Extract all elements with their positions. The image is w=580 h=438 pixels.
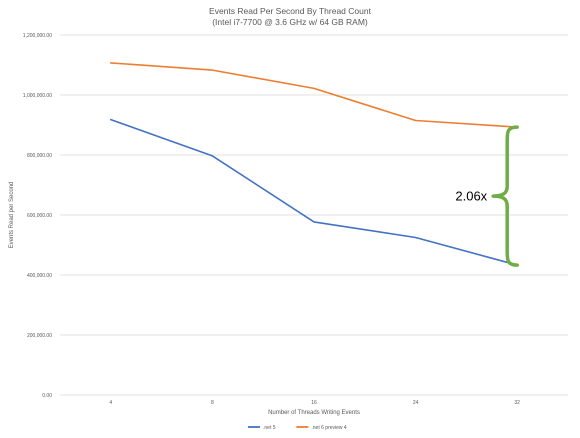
y-tick-label: 1,000,000.00 [23, 93, 52, 99]
series-lines [110, 62, 519, 266]
x-tick-label: 8 [211, 400, 214, 406]
legend: .net 5 .net 6 preview 4 [248, 425, 347, 431]
x-tick-label: 32 [514, 400, 520, 406]
chart-subtitle: (Intel i7-7700 @ 3.6 GHz w/ 64 GB RAM) [212, 17, 368, 27]
x-tick-label: 4 [109, 400, 112, 406]
y-tick-label: 1,200,000.00 [23, 33, 52, 39]
annotation: 2.06x [455, 125, 519, 267]
legend-label: .net 6 preview 4 [311, 425, 347, 431]
legend-label: .net 5 [263, 425, 276, 431]
y-tick-label: 600,000.00 [27, 213, 52, 219]
x-tick-label: 24 [413, 400, 419, 406]
gridlines [60, 34, 568, 396]
y-tick-label: 800,000.00 [27, 153, 52, 159]
y-tick-label: 200,000.00 [27, 333, 52, 339]
series-line-1 [110, 118, 519, 266]
x-axis-label: Number of Threads Writing Events [268, 410, 360, 416]
y-tick-label: 0.00 [42, 393, 52, 399]
series-line-2 [110, 62, 519, 128]
x-tick-label: 16 [311, 400, 317, 406]
brace-shape [491, 125, 519, 267]
annotation-label: 2.06x [455, 189, 487, 204]
y-axis-label: Events Read per Second [9, 182, 15, 249]
y-tick-label: 400,000.00 [27, 273, 52, 279]
x-axis-ticks: 4 8 16 24 32 [109, 400, 520, 406]
y-axis-ticks: 0.00 200,000.00 400,000.00 600,000.00 800,00… [23, 33, 52, 399]
chart-title: Events Read Per Second By Thread Count [209, 6, 372, 16]
